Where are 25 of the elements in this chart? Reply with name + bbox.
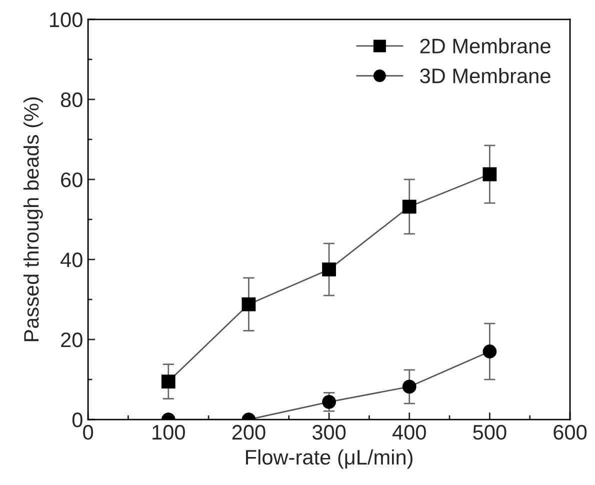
x-tick-label: 600 <box>554 424 587 440</box>
x-tick-label: 200 <box>232 424 266 440</box>
x-tick-label: 100 <box>152 424 185 440</box>
legend-label: 2D Membrane <box>420 38 550 54</box>
point <box>482 344 497 358</box>
y-tick-label: 0 <box>72 412 82 428</box>
point <box>402 380 416 394</box>
x-tick-label: 0 <box>83 424 94 440</box>
point <box>402 200 416 214</box>
point <box>482 167 497 182</box>
point <box>322 262 336 276</box>
point <box>322 394 336 409</box>
y-tick-label: 60 <box>61 172 82 188</box>
x-axis-title: Flow-rate (μL/min) <box>246 449 412 469</box>
x-tick-label: 500 <box>473 424 506 440</box>
y-tick-label: 100 <box>50 12 82 28</box>
y-axis-title: Passed through beads (%) <box>23 97 43 342</box>
y-tick-label: 40 <box>60 252 82 268</box>
x-tick-label: 400 <box>392 424 426 440</box>
point <box>242 297 256 312</box>
point <box>161 374 176 388</box>
y-tick-label: 20 <box>61 332 82 348</box>
legend-label: 3D Membrane <box>420 68 550 84</box>
y-tick-label: 80 <box>60 92 82 108</box>
x-tick-label: 300 <box>312 424 346 440</box>
